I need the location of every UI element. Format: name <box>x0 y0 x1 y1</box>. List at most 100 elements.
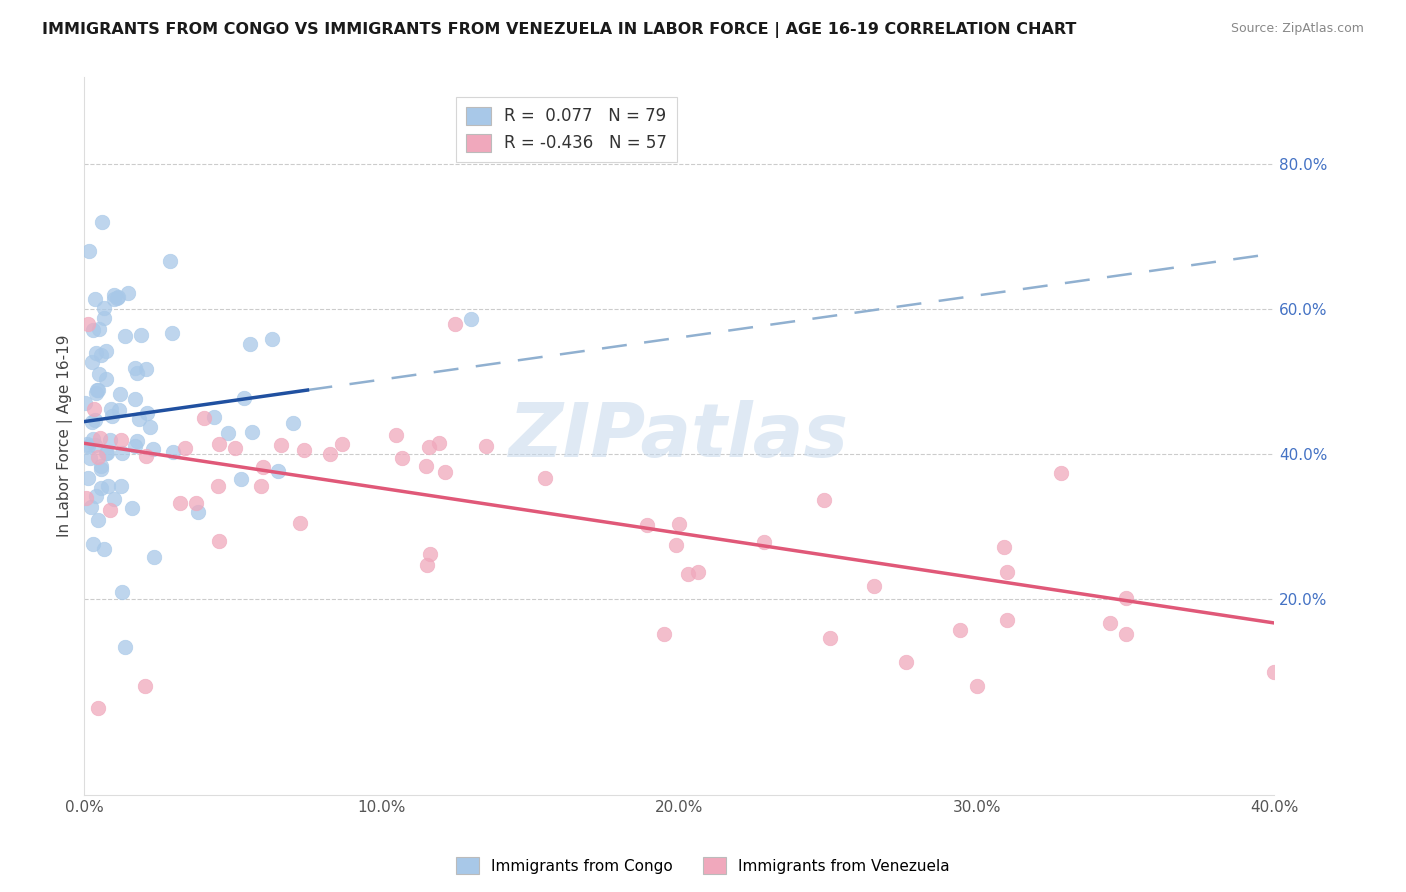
Point <box>103 288 125 302</box>
Point <box>84 413 107 427</box>
Point <box>416 558 439 572</box>
Point <box>105 291 128 305</box>
Point <box>91 215 114 229</box>
Point <box>993 541 1015 555</box>
Point <box>240 425 263 439</box>
Point <box>169 496 191 510</box>
Point <box>818 631 841 645</box>
Point <box>174 441 197 455</box>
Point <box>292 443 315 458</box>
Point <box>103 292 125 306</box>
Point <box>427 436 450 450</box>
Point <box>117 286 139 301</box>
Point <box>107 289 129 303</box>
Point <box>125 366 148 380</box>
Point <box>415 458 437 473</box>
Point <box>90 458 112 473</box>
Point <box>77 471 100 485</box>
Point <box>1115 626 1137 640</box>
Point <box>135 450 157 464</box>
Point <box>100 409 122 423</box>
Point <box>208 437 231 451</box>
Point <box>83 401 105 416</box>
Point <box>678 566 700 581</box>
Point <box>83 438 105 452</box>
Point <box>93 301 115 315</box>
Point <box>160 326 183 341</box>
Point <box>995 565 1018 579</box>
Point <box>82 323 104 337</box>
Y-axis label: In Labor Force | Age 16-19: In Labor Force | Age 16-19 <box>58 334 73 537</box>
Point <box>89 367 111 381</box>
Point <box>100 503 122 517</box>
Point <box>110 387 132 401</box>
Point <box>121 501 143 516</box>
Point <box>288 516 311 531</box>
Point <box>252 460 274 475</box>
Point <box>111 446 134 460</box>
Point <box>90 348 112 362</box>
Point <box>1050 467 1073 481</box>
Point <box>93 541 115 556</box>
Point <box>108 403 131 417</box>
Point <box>966 679 988 693</box>
Point <box>84 346 107 360</box>
Point <box>110 479 132 493</box>
Point <box>949 624 972 638</box>
Point <box>281 416 304 430</box>
Point <box>863 579 886 593</box>
Point <box>75 491 97 505</box>
Point <box>86 450 108 464</box>
Point <box>686 565 709 579</box>
Point <box>139 419 162 434</box>
Point <box>80 415 103 429</box>
Point <box>418 440 440 454</box>
Point <box>202 410 225 425</box>
Point <box>124 360 146 375</box>
Point <box>98 434 121 448</box>
Point <box>94 446 117 460</box>
Point <box>270 437 292 451</box>
Point <box>86 700 108 714</box>
Point <box>385 428 408 442</box>
Point <box>90 481 112 495</box>
Point <box>233 391 256 405</box>
Point <box>89 431 111 445</box>
Point <box>90 462 112 476</box>
Legend: R =  0.077   N = 79, R = -0.436   N = 57: R = 0.077 N = 79, R = -0.436 N = 57 <box>456 96 676 162</box>
Point <box>129 328 152 343</box>
Point <box>84 292 107 306</box>
Point <box>77 317 100 331</box>
Point <box>813 492 835 507</box>
Point <box>114 640 136 654</box>
Point <box>433 465 456 479</box>
Point <box>142 442 165 456</box>
Point <box>97 478 120 492</box>
Point <box>231 472 253 486</box>
Point <box>136 406 159 420</box>
Point <box>665 538 688 552</box>
Legend: Immigrants from Congo, Immigrants from Venezuela: Immigrants from Congo, Immigrants from V… <box>450 851 956 880</box>
Point <box>444 317 467 331</box>
Point <box>124 392 146 407</box>
Point <box>262 332 284 346</box>
Point <box>193 410 215 425</box>
Point <box>654 626 676 640</box>
Point <box>474 439 496 453</box>
Point <box>135 362 157 376</box>
Point <box>86 383 108 397</box>
Point <box>80 500 103 514</box>
Point <box>186 496 208 510</box>
Point <box>76 436 98 450</box>
Point <box>391 451 413 466</box>
Point <box>208 533 231 548</box>
Point <box>94 344 117 359</box>
Point <box>77 439 100 453</box>
Point <box>217 426 239 441</box>
Point <box>1115 591 1137 606</box>
Point <box>128 412 150 426</box>
Point <box>143 550 166 565</box>
Text: Source: ZipAtlas.com: Source: ZipAtlas.com <box>1230 22 1364 36</box>
Point <box>239 337 262 351</box>
Point <box>114 328 136 343</box>
